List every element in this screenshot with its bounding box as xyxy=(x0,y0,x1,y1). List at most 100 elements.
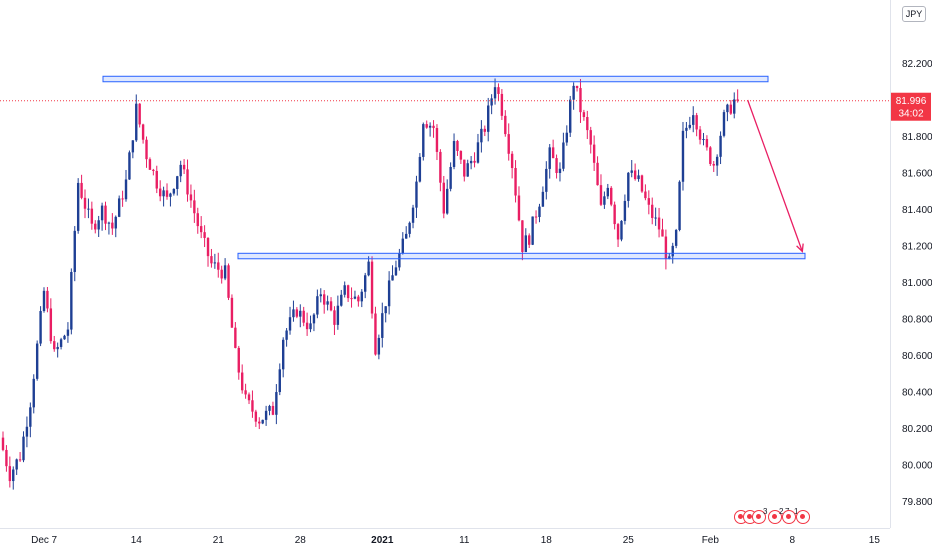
candle-body xyxy=(87,208,90,210)
candle-body xyxy=(288,317,292,331)
candle-body xyxy=(664,236,668,259)
candle-body xyxy=(575,85,579,89)
candle-body xyxy=(709,147,712,164)
candle-body xyxy=(657,217,661,230)
candle-body xyxy=(278,369,281,393)
candle-body xyxy=(493,87,497,99)
drawings-layer[interactable] xyxy=(102,75,806,260)
event-icon[interactable] xyxy=(796,510,810,524)
candle-body xyxy=(374,313,377,355)
candle-body xyxy=(94,223,97,230)
candle-body xyxy=(162,190,165,197)
candle-body xyxy=(271,405,275,415)
candle-body xyxy=(292,309,295,318)
price-tick-label: 82.200 xyxy=(902,59,932,70)
candle-body xyxy=(360,291,363,302)
candle-body xyxy=(100,205,104,221)
event-count: 1 xyxy=(794,507,799,516)
time-tick-label: 18 xyxy=(541,535,553,546)
candle-body xyxy=(114,216,117,229)
candle-body xyxy=(199,226,203,233)
candle-body xyxy=(610,187,613,205)
candle-body xyxy=(545,168,548,192)
candle-body xyxy=(685,127,688,131)
candle-body xyxy=(651,204,654,218)
candle-body xyxy=(240,372,244,391)
candle-body xyxy=(264,410,268,420)
candle-body xyxy=(169,193,172,197)
candle-body xyxy=(237,347,240,373)
candle-body xyxy=(504,115,507,135)
candle-body xyxy=(295,309,299,317)
candle-body xyxy=(442,182,445,214)
candle-body xyxy=(446,188,449,214)
event-icon[interactable] xyxy=(752,510,766,524)
candle-body xyxy=(227,265,230,298)
candle-body xyxy=(678,181,681,230)
candle-body xyxy=(223,265,227,279)
candle-body xyxy=(572,85,575,100)
time-tick-label: 7 xyxy=(51,535,57,546)
forecast-arrow[interactable] xyxy=(747,99,803,252)
price-axis[interactable]: 79.800 80.000 80.200 80.400 80.600 80.800 81.0… xyxy=(890,0,932,528)
candle-body xyxy=(213,262,217,264)
candle-body xyxy=(42,290,46,312)
candle-body xyxy=(182,164,186,170)
candle-body xyxy=(189,194,193,201)
candle-body xyxy=(579,88,582,113)
candle-body xyxy=(514,168,517,196)
candle-body xyxy=(193,200,196,214)
candle-body xyxy=(333,310,336,325)
time-tick-label: 8 xyxy=(790,535,796,546)
support-zone[interactable] xyxy=(237,252,806,260)
candle-body xyxy=(251,400,254,412)
time-axis[interactable]: Dec 7 14 21 28 2021 11 18 25 Feb 8 15 xyxy=(0,528,890,547)
candle-body xyxy=(715,156,719,166)
event-icon[interactable] xyxy=(768,510,782,524)
candle-body xyxy=(391,275,394,281)
candle-body xyxy=(497,87,500,94)
candle-body xyxy=(155,170,158,189)
candle-body xyxy=(627,172,630,201)
candle-body xyxy=(733,99,736,114)
time-tick-label: 21 xyxy=(213,535,225,546)
candle-body xyxy=(117,198,121,217)
candle-body xyxy=(312,314,316,324)
currency-badge[interactable]: JPY xyxy=(902,6,926,22)
candle-body xyxy=(63,335,66,340)
candle-body xyxy=(688,124,692,128)
last-price-tag-bg xyxy=(891,92,931,121)
candle-body xyxy=(148,159,152,170)
event-icon[interactable] xyxy=(782,510,796,524)
resistance-zone[interactable] xyxy=(102,75,769,83)
candle-body xyxy=(73,230,76,272)
time-tick-label: 2021 xyxy=(371,535,394,546)
candle-body xyxy=(702,139,705,141)
last-price-value: 81.996 xyxy=(896,96,927,107)
economic-events[interactable]: 3 2 7 1 xyxy=(734,507,814,526)
candle-body xyxy=(275,392,278,415)
candle-body xyxy=(538,206,541,218)
candle-body xyxy=(59,339,63,347)
candle-body xyxy=(630,170,633,173)
candle-body xyxy=(681,130,685,182)
candle-body xyxy=(203,232,206,238)
candle-body xyxy=(654,217,657,219)
candle-body xyxy=(230,297,234,328)
candle-body xyxy=(401,238,404,253)
candle-body xyxy=(387,280,391,307)
time-tick-label: 15 xyxy=(869,535,881,546)
candle-body xyxy=(722,112,726,136)
candle-body xyxy=(606,187,610,197)
candle-body xyxy=(165,190,169,197)
candle-body xyxy=(507,134,510,154)
candle-body xyxy=(613,204,616,225)
candle-body xyxy=(138,103,141,125)
candle-body xyxy=(524,235,528,253)
candle-body xyxy=(599,185,603,205)
candle-body xyxy=(695,115,698,130)
candle-body xyxy=(172,188,176,194)
candle-body xyxy=(719,135,722,157)
price-tick-label: 80.200 xyxy=(902,424,932,435)
